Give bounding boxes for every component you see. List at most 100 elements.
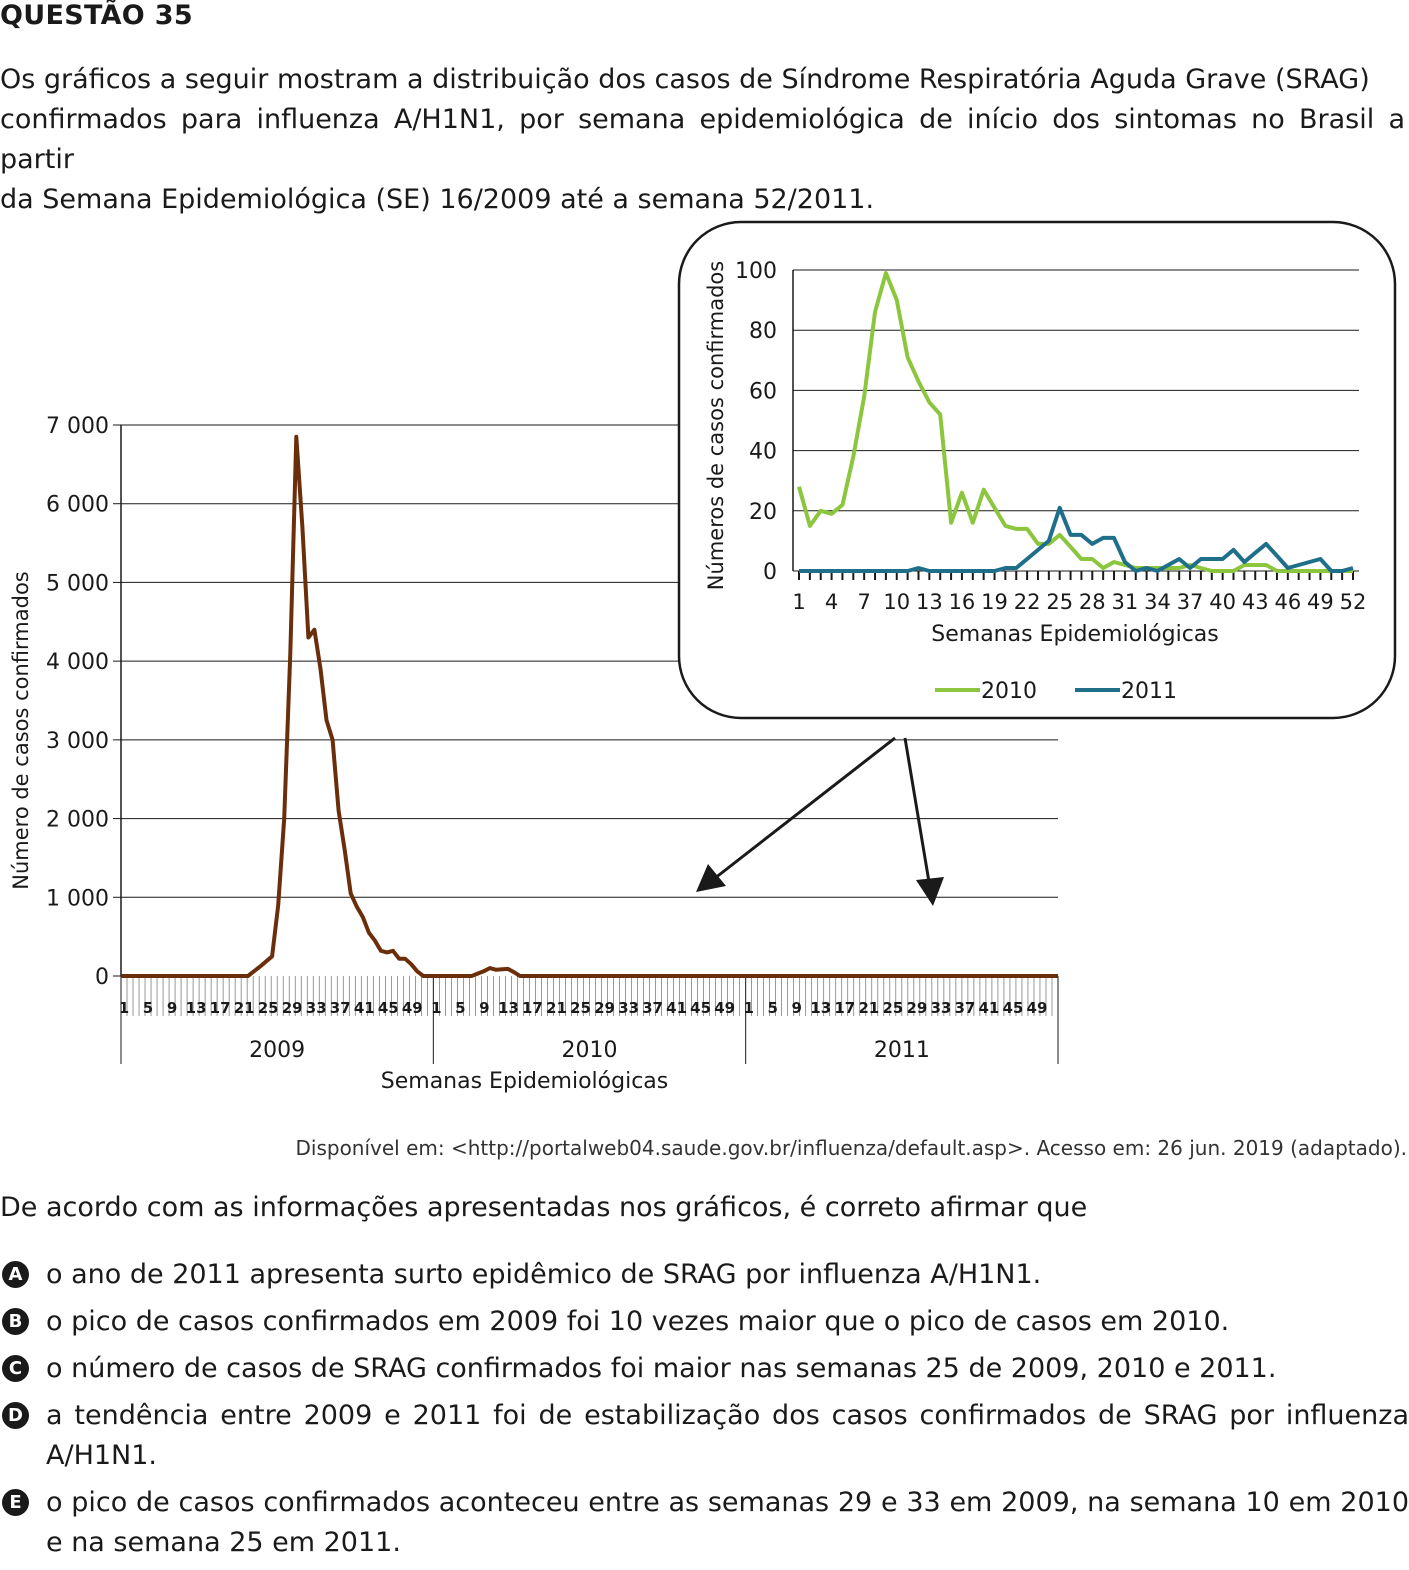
inset-x-tick-label: 13 <box>916 590 943 614</box>
x-week-label: 37 <box>954 999 975 1017</box>
inset-x-tick-label: 43 <box>1242 590 1269 614</box>
inset-x-tick-label: 10 <box>883 590 910 614</box>
inset-y-tick-label: 100 <box>735 259 777 284</box>
year-label: 2009 <box>249 1038 305 1063</box>
inset-chart: 0 20 40 60 80 100 Números de casos confirmados… <box>677 220 1397 720</box>
option-d[interactable]: D a tendência entre 2009 e 2011 foi de e… <box>0 1396 1409 1476</box>
inset-y-tick-label: 20 <box>749 500 777 525</box>
x-week-label: 25 <box>570 999 591 1017</box>
y-tick-label: 6 000 <box>46 493 109 518</box>
option-letter-badge: E <box>2 1489 29 1516</box>
inset-x-tick-label: 31 <box>1112 590 1139 614</box>
option-text: o ano de 2011 apresenta surto epidêmico … <box>46 1259 1042 1290</box>
x-week-label: 25 <box>882 999 903 1017</box>
option-text: o pico de casos confirmados em 2009 foi … <box>46 1306 1230 1337</box>
option-letter-badge: C <box>2 1355 29 1382</box>
x-week-label: 45 <box>1003 999 1024 1017</box>
x-week-label: 5 <box>455 999 465 1017</box>
y-tick-label: 7 000 <box>46 414 109 439</box>
x-week-label: 33 <box>306 999 327 1017</box>
x-week-label: 29 <box>906 999 927 1017</box>
y-tick-label: 3 000 <box>46 729 109 754</box>
zoom-arrows <box>696 736 944 906</box>
x-axis-label: Semanas Epidemiológicas <box>381 1069 668 1094</box>
inset-x-tick-label: 1 <box>792 590 805 614</box>
inset-series-line-2010 <box>797 271 1353 573</box>
x-week-label: 1 <box>743 999 753 1017</box>
year-label: 2010 <box>562 1038 618 1063</box>
inset-y-tick-label: 60 <box>749 379 777 404</box>
inset-y-tick-label: 0 <box>763 560 777 585</box>
inset-x-tick-label: 25 <box>1046 590 1073 614</box>
x-week-label: 25 <box>258 999 279 1017</box>
arrow-head-right <box>916 877 944 906</box>
x-week-label: 5 <box>143 999 153 1017</box>
x-week-label: 1 <box>431 999 441 1017</box>
x-week-label: 9 <box>167 999 177 1017</box>
inset-x-tick-label: 4 <box>825 590 838 614</box>
x-week-label: 29 <box>594 999 615 1017</box>
inset-y-tick-label: 40 <box>749 440 777 465</box>
option-b[interactable]: B o pico de casos confirmados em 2009 fo… <box>0 1302 1409 1342</box>
inset-series-line-2011 <box>799 505 1354 573</box>
x-week-label: 9 <box>792 999 802 1017</box>
y-tick-label: 0 <box>95 965 109 990</box>
option-text: a tendência entre 2009 e 2011 foi de est… <box>46 1400 1409 1471</box>
x-week-label: 21 <box>546 999 567 1017</box>
arrow-head-left <box>696 864 726 892</box>
inset-x-axis-label: Semanas Epidemiológicas <box>931 622 1218 647</box>
x-week-label: 37 <box>330 999 351 1017</box>
inset-x-tick-label: 37 <box>1177 590 1204 614</box>
inset-x-tick-label: 52 <box>1340 590 1367 614</box>
x-week-label: 29 <box>282 999 303 1017</box>
inset-x-tick-label: 46 <box>1274 590 1301 614</box>
x-week-label: 17 <box>522 999 543 1017</box>
intro-line: da Semana Epidemiológica (SE) 16/2009 at… <box>0 184 875 215</box>
inset-x-tick-label: 49 <box>1307 590 1334 614</box>
y-tick-label: 1 000 <box>46 886 109 911</box>
inset-y-axis-label: Números de casos confirmados <box>704 261 728 590</box>
inset-x-tick-label: 40 <box>1209 590 1236 614</box>
intro-text: Os gráficos a seguir mostram a distribui… <box>0 60 1405 220</box>
x-week-label: 45 <box>378 999 399 1017</box>
x-week-label: 41 <box>978 999 999 1017</box>
year-label: 2011 <box>874 1038 930 1063</box>
x-week-label: 49 <box>1027 999 1048 1017</box>
y-axis-label: Número de casos confirmados <box>9 571 33 889</box>
y-tick-label: 5 000 <box>46 571 109 596</box>
x-week-label: 21 <box>234 999 255 1017</box>
option-c[interactable]: C o número de casos de SRAG confirmados … <box>0 1349 1409 1389</box>
answer-options: A o ano de 2011 apresenta surto epidêmic… <box>0 1255 1409 1570</box>
y-tick-label: 4 000 <box>46 650 109 675</box>
x-week-label: 17 <box>210 999 231 1017</box>
option-letter-badge: B <box>2 1308 29 1335</box>
inset-y-tick-label: 80 <box>749 319 777 344</box>
option-a[interactable]: A o ano de 2011 apresenta surto epidêmic… <box>0 1255 1409 1295</box>
source-citation: Disponível em: <http://portalweb04.saude… <box>295 1136 1408 1160</box>
main-chart: 0 1 000 2 000 3 000 4 000 5 000 6 000 7 000 Núme… <box>9 414 1059 1094</box>
inset-x-tick-label: 19 <box>981 590 1008 614</box>
x-week-label: 49 <box>714 999 735 1017</box>
arrow-line-left <box>709 736 896 884</box>
inset-frame <box>677 220 1397 720</box>
x-week-label: 13 <box>498 999 519 1017</box>
x-week-label: 33 <box>618 999 639 1017</box>
option-text: o número de casos de SRAG confirmados fo… <box>46 1353 1277 1384</box>
option-e[interactable]: E o pico de casos confirmados aconteceu … <box>0 1483 1409 1563</box>
inset-x-tick-label: 34 <box>1144 590 1171 614</box>
x-week-label: 13 <box>186 999 207 1017</box>
arrow-line-right <box>903 737 932 889</box>
x-week-label: 49 <box>402 999 423 1017</box>
x-week-label: 33 <box>930 999 951 1017</box>
legend-label: 2010 <box>981 679 1037 704</box>
option-letter-badge: A <box>2 1261 29 1288</box>
x-week-label: 1 <box>119 999 129 1017</box>
option-text: o pico de casos confirmados aconteceu en… <box>46 1487 1409 1558</box>
x-week-label: 45 <box>690 999 711 1017</box>
intro-line: confirmados para influenza A/H1N1, por s… <box>0 104 1405 175</box>
inset-x-tick-label: 7 <box>857 590 870 614</box>
question-title: QUESTÃO 35 <box>0 0 193 31</box>
x-week-label: 5 <box>767 999 777 1017</box>
x-week-label: 17 <box>834 999 855 1017</box>
x-week-label: 13 <box>810 999 831 1017</box>
